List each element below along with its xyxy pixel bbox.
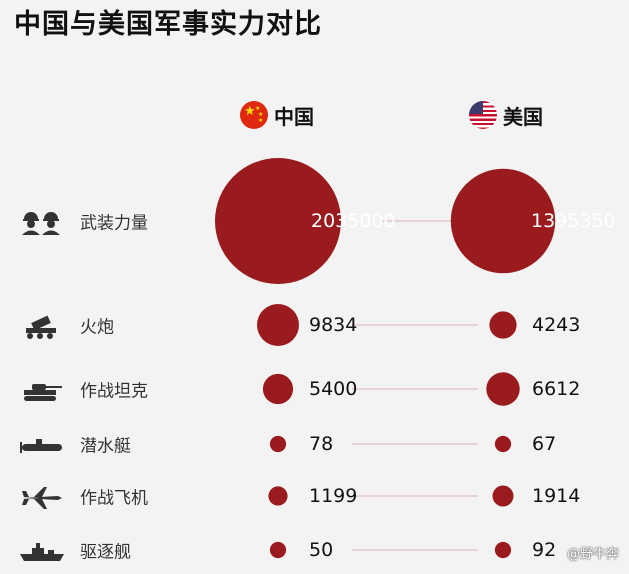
fighter-jet-icon	[22, 487, 62, 509]
destroyer-icon	[20, 543, 64, 561]
china-bubble	[269, 541, 287, 559]
category-label: 火炮	[80, 317, 114, 338]
category-label: 驱逐舰	[80, 542, 131, 563]
china-bubble	[262, 373, 294, 405]
category-label: 潜水艇	[80, 436, 131, 457]
watermark: @野牛奔	[566, 547, 619, 562]
china-value-label: 9834	[309, 314, 358, 336]
usa-value-label: 1395350	[531, 210, 616, 232]
usa-header: 美国	[469, 100, 543, 130]
usa-bubble	[492, 485, 514, 507]
usa-bubble	[494, 435, 512, 453]
china-label: 中国	[274, 104, 314, 129]
soldiers-icon	[22, 212, 60, 235]
usa-flag-icon	[469, 101, 497, 129]
usa-bubble	[450, 168, 556, 274]
china-value-label: 2035000	[311, 210, 396, 232]
china-flag-icon: ★ ★ ★ ★	[240, 101, 268, 129]
china-value-label: 5400	[309, 378, 358, 400]
usa-value-label: 1914	[532, 485, 581, 507]
usa-value-label: 4243	[532, 314, 581, 336]
usa-label: 美国	[503, 104, 543, 129]
usa-bubble	[494, 541, 512, 559]
china-value-label: 50	[309, 539, 334, 561]
usa-bubble	[489, 311, 517, 339]
category-label: 作战飞机	[80, 488, 148, 509]
page-title: 中国与美国军事实力对比	[14, 9, 322, 40]
china-header: ★ ★ ★ ★ 中国	[240, 100, 314, 130]
china-bubble	[215, 158, 341, 284]
china-bubble	[268, 486, 288, 506]
category-label: 作战坦克	[80, 381, 148, 402]
china-bubble	[257, 304, 299, 346]
artillery-icon	[26, 315, 56, 339]
submarine-icon	[20, 439, 62, 453]
usa-bubble	[486, 372, 520, 406]
china-value-label: 1199	[309, 485, 358, 507]
category-label: 武装力量	[80, 213, 148, 234]
usa-value-label: 92	[532, 539, 557, 561]
tank-icon	[24, 384, 62, 401]
usa-value-label: 67	[532, 433, 557, 455]
china-value-label: 78	[309, 433, 334, 455]
china-bubble	[269, 435, 287, 453]
usa-value-label: 6612	[532, 378, 581, 400]
